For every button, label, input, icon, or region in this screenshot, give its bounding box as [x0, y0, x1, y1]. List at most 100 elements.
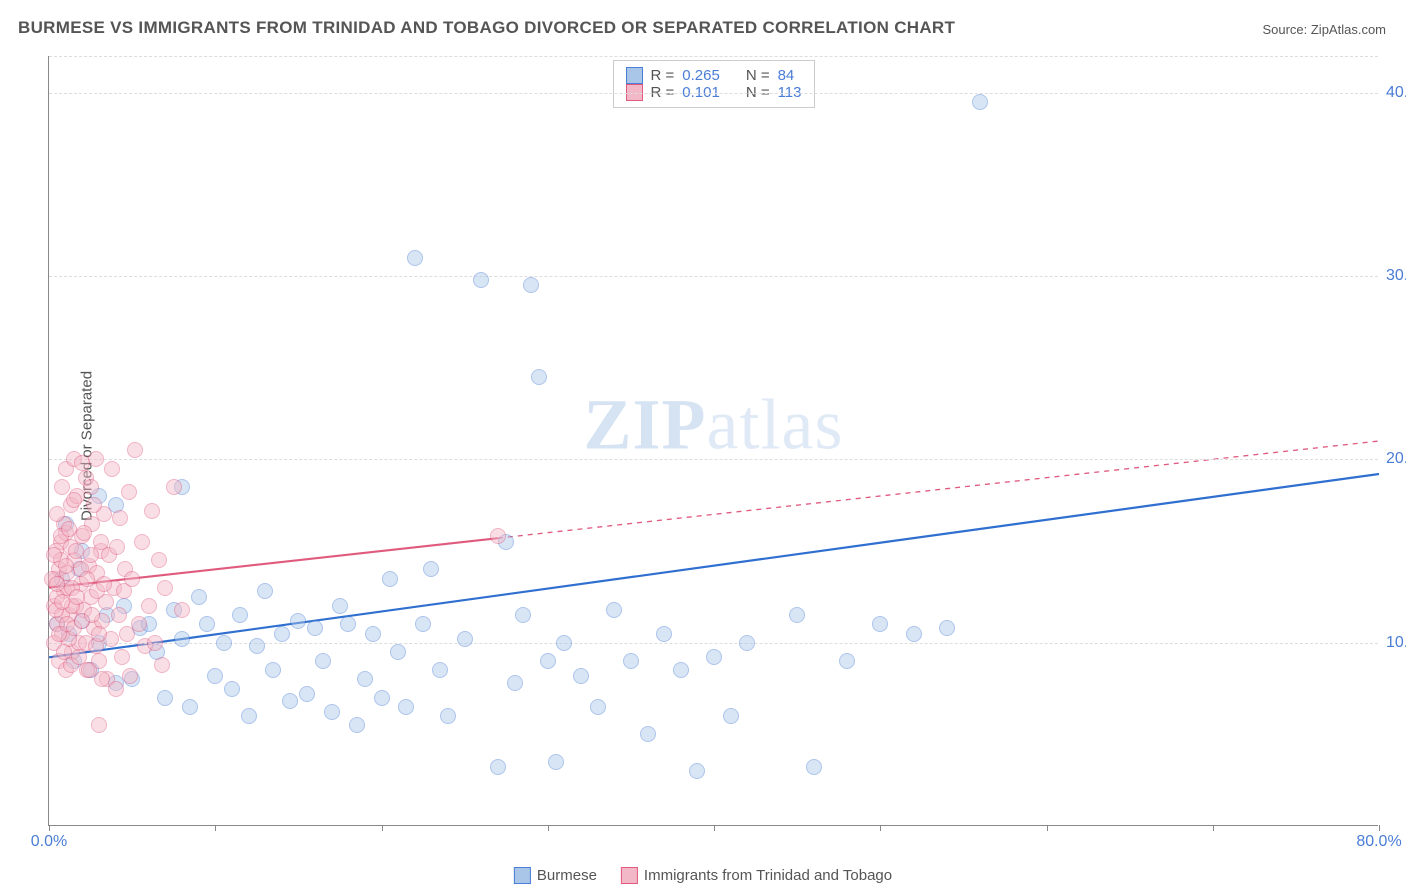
chart-title: BURMESE VS IMMIGRANTS FROM TRINIDAD AND … — [18, 18, 955, 38]
watermark: ZIPatlas — [584, 384, 844, 467]
data-point — [49, 576, 65, 592]
data-point — [723, 708, 739, 724]
data-point — [74, 455, 90, 471]
legend-series-label: Immigrants from Trinidad and Tobago — [644, 867, 892, 884]
gridline — [49, 459, 1378, 460]
data-point — [96, 576, 112, 592]
data-point — [457, 631, 473, 647]
data-point — [91, 626, 107, 642]
data-point — [147, 635, 163, 651]
data-point — [127, 442, 143, 458]
data-point — [290, 613, 306, 629]
data-point — [54, 479, 70, 495]
data-point — [131, 616, 147, 632]
data-point — [154, 657, 170, 673]
data-point — [515, 607, 531, 623]
legend-swatch — [514, 867, 531, 884]
data-point — [739, 635, 755, 651]
data-point — [249, 638, 265, 654]
x-tickmark — [382, 825, 383, 831]
legend-r-label: R = — [651, 67, 675, 84]
data-point — [241, 708, 257, 724]
data-point — [216, 635, 232, 651]
data-point — [382, 571, 398, 587]
data-point — [365, 626, 381, 642]
legend-stats: R =0.265N =84R =0.101N =113 — [613, 60, 815, 108]
data-point — [151, 552, 167, 568]
data-point — [839, 653, 855, 669]
data-point — [112, 510, 128, 526]
legend-r-value: 0.265 — [682, 67, 720, 84]
data-point — [224, 681, 240, 697]
data-point — [573, 668, 589, 684]
data-point — [68, 543, 84, 559]
data-point — [232, 607, 248, 623]
data-point — [473, 272, 489, 288]
gridline — [49, 276, 1378, 277]
data-point — [606, 602, 622, 618]
data-point — [872, 616, 888, 632]
data-point — [265, 662, 281, 678]
data-point — [307, 620, 323, 636]
data-point — [49, 506, 65, 522]
data-point — [91, 717, 107, 733]
data-point — [556, 635, 572, 651]
x-tickmark — [49, 825, 50, 831]
gridline — [49, 56, 1378, 57]
gridline — [49, 93, 1378, 94]
data-point — [507, 675, 523, 691]
data-point — [144, 503, 160, 519]
data-point — [332, 598, 348, 614]
legend-series: Burmese Immigrants from Trinidad and Toba… — [514, 867, 892, 884]
x-tick-label: 80.0% — [1356, 833, 1401, 851]
data-point — [623, 653, 639, 669]
data-point — [689, 763, 705, 779]
data-point — [182, 699, 198, 715]
data-point — [83, 479, 99, 495]
data-point — [66, 492, 82, 508]
legend-n-value: 84 — [778, 67, 795, 84]
y-tick-label: 40.0% — [1380, 84, 1406, 102]
data-point — [906, 626, 922, 642]
y-tick-label: 30.0% — [1380, 267, 1406, 285]
data-point — [157, 580, 173, 596]
chart-container: BURMESE VS IMMIGRANTS FROM TRINIDAD AND … — [0, 0, 1406, 892]
x-tickmark — [714, 825, 715, 831]
x-tickmark — [1379, 825, 1380, 831]
data-point — [299, 686, 315, 702]
data-point — [111, 607, 127, 623]
data-point — [531, 369, 547, 385]
data-point — [349, 717, 365, 733]
data-point — [415, 616, 431, 632]
data-point — [166, 479, 182, 495]
legend-stat-row: R = 0.265 N = 84 — [626, 67, 802, 84]
legend-series-item: Immigrants from Trinidad and Tobago — [621, 867, 892, 884]
plot-area: ZIPatlas R =0.265N =84R =0.101N =113 10.… — [48, 56, 1378, 826]
data-point — [523, 277, 539, 293]
data-point — [398, 699, 414, 715]
legend-series-item: Burmese — [514, 867, 597, 884]
data-point — [590, 699, 606, 715]
data-point — [390, 644, 406, 660]
data-point — [174, 631, 190, 647]
data-point — [282, 693, 298, 709]
data-point — [640, 726, 656, 742]
data-point — [58, 558, 74, 574]
data-point — [972, 94, 988, 110]
data-point — [114, 649, 130, 665]
data-point — [109, 539, 125, 555]
data-point — [324, 704, 340, 720]
data-point — [108, 681, 124, 697]
y-tick-label: 20.0% — [1380, 450, 1406, 468]
legend-n-label: N = — [746, 67, 770, 84]
x-tickmark — [1213, 825, 1214, 831]
data-point — [141, 598, 157, 614]
data-point — [207, 668, 223, 684]
data-point — [432, 662, 448, 678]
data-point — [134, 534, 150, 550]
data-point — [124, 571, 140, 587]
data-point — [315, 653, 331, 669]
data-point — [340, 616, 356, 632]
data-point — [374, 690, 390, 706]
source-label: Source: ZipAtlas.com — [1262, 22, 1386, 37]
